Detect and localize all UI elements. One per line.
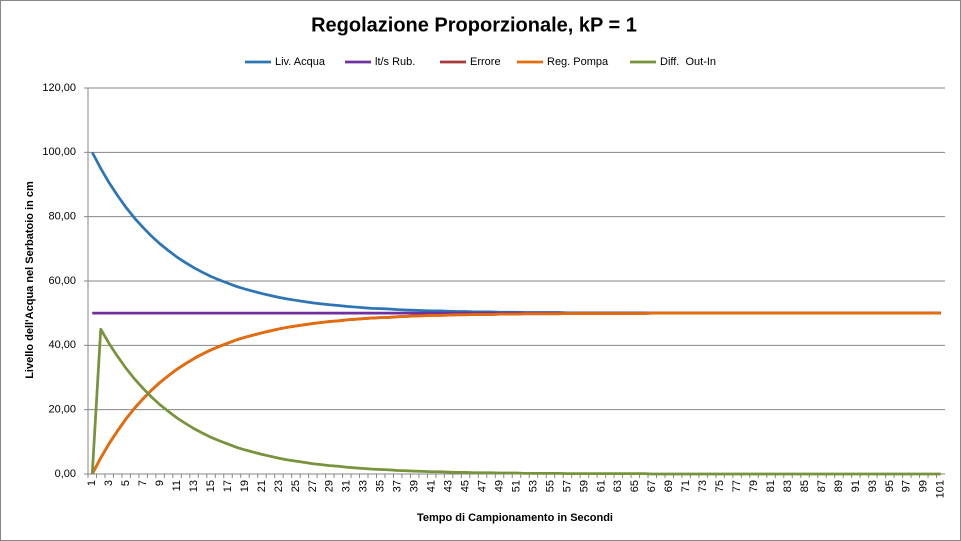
x-tick-label: 43: [443, 480, 455, 492]
x-tick-label: 55: [544, 480, 556, 492]
x-tick-label: 89: [833, 480, 845, 492]
y-tick-label: 80,00: [48, 211, 76, 223]
x-tick-label: 47: [476, 480, 488, 492]
x-tick-label: 9: [154, 480, 166, 486]
x-tick-label: 71: [680, 480, 692, 492]
x-tick-label: 67: [646, 480, 658, 492]
x-tick-label: 19: [239, 480, 251, 492]
x-tick-label: 63: [612, 480, 624, 492]
y-tick-label: 60,00: [48, 275, 76, 287]
x-tick-label: 39: [409, 480, 421, 492]
x-tick-label: 3: [103, 480, 115, 486]
x-tick-label: 73: [697, 480, 709, 492]
x-tick-label: 13: [188, 480, 200, 492]
x-tick-label: 37: [392, 480, 404, 492]
x-tick-label: 45: [459, 480, 471, 492]
x-tick-label: 77: [731, 480, 743, 492]
x-tick-label: 83: [782, 480, 794, 492]
x-tick-label: 87: [816, 480, 828, 492]
x-tick-label: 49: [493, 480, 505, 492]
y-axis-title: Livello dell'Acqua nel Serbatoio in cm: [24, 181, 36, 379]
x-tick-label: 21: [256, 480, 268, 492]
x-tick-label: 57: [561, 480, 573, 492]
x-tick-label: 91: [850, 480, 862, 492]
x-tick-label: 93: [867, 480, 879, 492]
x-tick-label: 97: [901, 480, 913, 492]
legend-label: Reg. Pompa: [547, 56, 609, 68]
legend-label: Liv. Acqua: [275, 56, 326, 68]
x-tick-label: 53: [527, 480, 539, 492]
legend-label: lt/s Rub.: [375, 56, 415, 68]
x-tick-label: 17: [222, 480, 234, 492]
y-tick-label: 20,00: [48, 404, 76, 416]
x-tick-label: 35: [375, 480, 387, 492]
x-tick-label: 65: [629, 480, 641, 492]
x-tick-label: 85: [799, 480, 811, 492]
series-line: [91, 311, 941, 475]
y-tick-label: 120,00: [42, 82, 76, 94]
x-tick-label: 1: [86, 480, 98, 486]
x-tick-label: 51: [510, 480, 522, 492]
x-tick-label: 69: [663, 480, 675, 492]
x-tick-label: 41: [426, 480, 438, 492]
x-tick-label: 95: [884, 480, 896, 492]
legend-label: Errore: [470, 56, 501, 68]
x-tick-label: 7: [137, 480, 149, 486]
x-tick-label: 25: [290, 480, 302, 492]
x-tick-label: 81: [765, 480, 777, 492]
chart-title: Regolazione Proporzionale, kP = 1: [311, 14, 637, 36]
x-tick-label: 79: [748, 480, 760, 492]
x-tick-label: 59: [578, 480, 590, 492]
y-tick-label: 0,00: [55, 468, 76, 480]
x-tick-label: 75: [714, 480, 726, 492]
x-tick-label: 11: [171, 480, 183, 491]
x-tick-label: 101: [935, 480, 947, 498]
x-tick-label: 61: [595, 480, 607, 492]
x-tick-label: 15: [205, 480, 217, 492]
legend-label: Diff. Out-In: [660, 56, 716, 68]
x-tick-label: 99: [918, 480, 930, 492]
y-tick-label: 40,00: [48, 339, 76, 351]
x-tick-label: 27: [307, 480, 319, 492]
y-tick-label: 100,00: [42, 146, 76, 158]
x-tick-label: 23: [273, 480, 285, 492]
x-tick-label: 33: [358, 480, 370, 492]
x-tick-label: 29: [324, 480, 336, 492]
series-line: [90, 327, 941, 476]
x-axis-title: Tempo di Campionamento in Secondi: [417, 512, 613, 524]
x-tick-label: 31: [341, 480, 353, 492]
x-tick-label: 5: [120, 480, 132, 486]
